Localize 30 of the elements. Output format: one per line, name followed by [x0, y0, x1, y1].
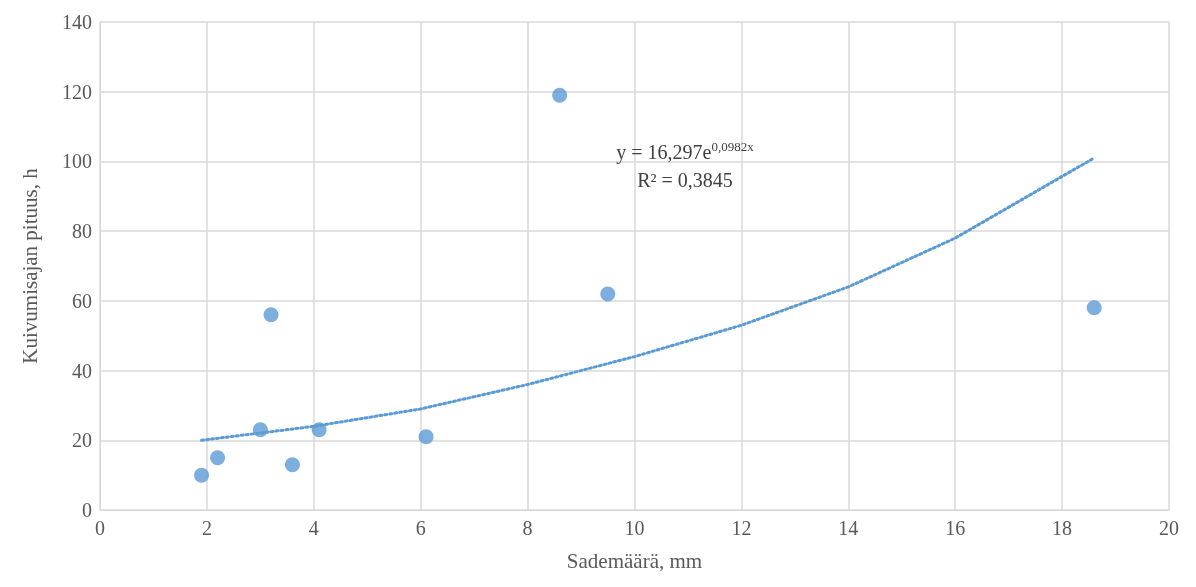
point — [263, 307, 279, 323]
x-tick-label: 12 — [731, 517, 752, 539]
x-tick-label: 10 — [624, 517, 645, 539]
point — [284, 457, 300, 473]
point — [418, 429, 434, 445]
point — [194, 467, 210, 483]
x-tick-label: 20 — [1159, 517, 1179, 539]
y-tick-label: 20 — [72, 429, 92, 452]
x-tick-label: 4 — [308, 517, 319, 539]
point — [600, 286, 616, 302]
y-tick-label: 60 — [72, 289, 92, 312]
annotation: R² = 0,3845 — [636, 167, 734, 193]
annotation: y = 16,297e$^{0,0982x}$ — [615, 138, 755, 166]
y-tick-label: 100 — [62, 150, 92, 173]
point — [1086, 300, 1102, 316]
point — [210, 450, 226, 466]
x-tick-label: 16 — [945, 517, 966, 539]
y-tick-label: 120 — [62, 80, 92, 103]
x-tick-label: 6 — [415, 517, 426, 539]
x-tick-label: 18 — [1052, 517, 1073, 539]
y-tick-label: 80 — [72, 220, 92, 243]
x-tick-label: 2 — [201, 517, 212, 539]
x-tick-label: 14 — [838, 517, 859, 539]
x-tick-label: 8 — [522, 517, 533, 539]
point — [552, 87, 568, 103]
x-axis-title: Sademäärä, mm — [566, 548, 703, 573]
y-tick-label: 40 — [72, 359, 92, 382]
y-tick-label: 140 — [62, 11, 92, 33]
y-tick-label: 0 — [82, 499, 92, 521]
y-axis-title: Kuivumisajan pituus, h — [17, 167, 42, 364]
